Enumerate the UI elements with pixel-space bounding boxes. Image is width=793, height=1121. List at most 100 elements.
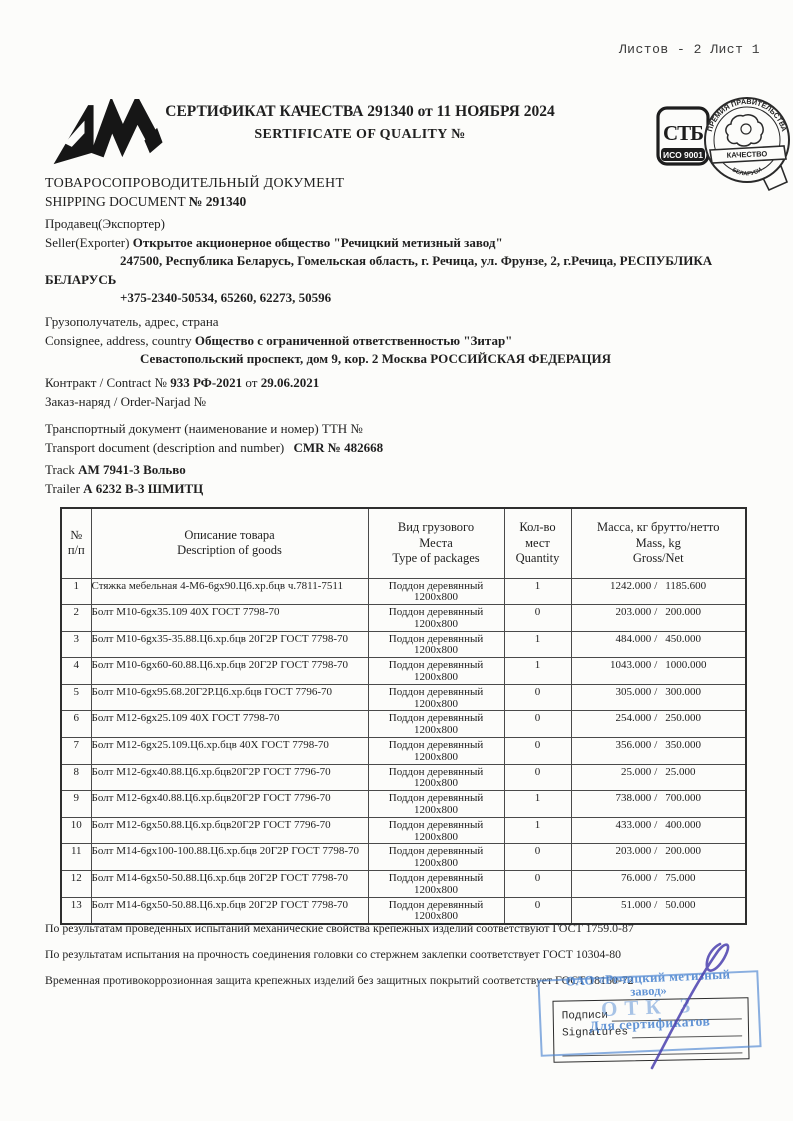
- svg-text:ИСО 9001: ИСО 9001: [663, 150, 703, 160]
- goods-description: Болт М14-6gх50-50.88.Ц6.хр.бцв 20Г2Р ГОС…: [90, 896, 369, 925]
- package-type: Поддон деревянный 1200х800: [367, 577, 505, 606]
- row-number: 11: [60, 843, 92, 872]
- package-type: Поддон деревянный 1200х800: [367, 816, 505, 845]
- transport-section: Транспортный документ (наименование и но…: [45, 420, 763, 457]
- goods-description: Болт М10-6gх95.68.20Г2Р.Ц6.хр.бцв ГОСТ 7…: [90, 683, 369, 712]
- package-type: Поддон деревянный 1200х800: [367, 896, 505, 925]
- svg-text:КАЧЕСТВО: КАЧЕСТВО: [727, 149, 768, 159]
- seller-label-ru: Продавец(Экспортер): [45, 216, 165, 231]
- quantity-value: 1: [503, 630, 572, 659]
- trailer-value: А 6232 В-3 ШМИТЦ: [83, 480, 204, 496]
- consignee-label-ru: Грузополучатель, адрес, страна: [45, 314, 219, 329]
- quantity-value: 0: [503, 763, 572, 792]
- quantity-value: 0: [503, 683, 572, 712]
- mass-value: 738.000/700.000: [570, 790, 747, 818]
- goods-description: Болт М14-6gх50-50.88.Ц6.хр.бцв 20Г2Р ГОС…: [90, 870, 369, 898]
- row-number: 5: [60, 683, 92, 712]
- row-number: 7: [60, 737, 92, 765]
- doc-type-en-label: SHIPPING DOCUMENT: [45, 194, 186, 209]
- quantity-value: 0: [503, 737, 572, 765]
- test-note-mechanical: По результатам проведенных испытаний мех…: [45, 921, 634, 935]
- row-number: 10: [60, 816, 92, 845]
- goods-description: Болт М12-6gх40.88.Ц6.хр.бцв20Г2Р ГОСТ 77…: [90, 763, 369, 792]
- table-row: 6 Болт М12-6gх25.109 40Х ГОСТ 7798-70 По…: [60, 710, 747, 739]
- doc-type-ru: ТОВАРОСОПРОВОДИТЕЛЬНЫЙ ДОКУМЕНТ: [45, 176, 345, 191]
- contract-label: Контракт / Contract №: [45, 375, 167, 390]
- package-type: Поддон деревянный 1200х800: [367, 657, 505, 685]
- goods-description: Стяжка мебельная 4-М6-6gх90.Ц6.хр.бцв ч.…: [90, 577, 369, 606]
- track-value: АМ 7941-3 Вольво: [78, 462, 186, 477]
- seller-label-en: Seller(Exporter): [45, 234, 130, 250]
- contract-line: Контракт / Contract № 933 РФ-2021 от 29.…: [45, 374, 763, 393]
- certificate-title-ru: СЕРТИФИКАТ КАЧЕСТВА 291340 от 11 НОЯБРЯ …: [165, 103, 555, 120]
- vehicle-section: Track АМ 7941-3 Вольво Trailer А 6232 В-…: [45, 461, 763, 498]
- quantity-value: 1: [503, 657, 572, 685]
- contract-number: 933 РФ-2021: [170, 375, 243, 390]
- test-note-strength: По результатам испытания на прочность со…: [45, 947, 622, 961]
- table-row: 12 Болт М14-6gх50-50.88.Ц6.хр.бцв 20Г2Р …: [60, 870, 747, 898]
- mass-value: 305.000/300.000: [570, 683, 747, 712]
- mass-value: 76.000/75.000: [570, 870, 747, 898]
- consignee-label-en: Consignee, address, country: [45, 332, 192, 348]
- col-header-package: Вид грузового Места Type of packages: [367, 507, 505, 579]
- package-type: Поддон деревянный 1200х800: [367, 843, 505, 872]
- package-type: Поддон деревянный 1200х800: [367, 630, 505, 659]
- quantity-value: 0: [503, 843, 572, 872]
- col-header-number: № п/п: [60, 507, 92, 579]
- mass-value: 51.000/50.000: [570, 896, 747, 925]
- goods-description: Болт М14-6gх100-100.88.Ц6.хр.бцв 20Г2Р Г…: [90, 843, 369, 872]
- col-header-quantity: Кол-во мест Quantity: [503, 507, 572, 579]
- table-row: 4 Болт М10-6gх60-60.88.Ц6.хр.бцв 20Г2Р Г…: [60, 657, 747, 685]
- table-row: 2 Болт М10-6gх35.109 40Х ГОСТ 7798-70 По…: [60, 604, 747, 632]
- seller-line-en: Seller(Exporter) Открытое акционерное об…: [45, 234, 763, 253]
- seller-phone: +375-2340-50534, 65260, 62273, 50596: [120, 290, 332, 306]
- col-header-mass: Масса, кг брутто/нетто Mass, kg Gross/Ne…: [570, 507, 747, 579]
- goods-table: № п/п Описание товара Description of goo…: [60, 507, 747, 926]
- mass-value: 356.000/350.000: [570, 737, 747, 765]
- goods-table-body: 1 Стяжка мебельная 4-М6-6gх90.Ц6.хр.бцв …: [60, 577, 747, 925]
- goods-description: Болт М12-6gх50.88.Ц6.хр.бцв20Г2Р ГОСТ 77…: [90, 816, 369, 845]
- doc-number: № 291340: [188, 194, 247, 209]
- consignee-address: Севастопольский проспект, дом 9, кор. 2 …: [140, 351, 612, 367]
- mass-value: 484.000/450.000: [570, 630, 747, 659]
- rmz-factory-logo-icon: [53, 99, 163, 165]
- goods-description: Болт М12-6gх25.109.Ц6.хр.бцв 40Х ГОСТ 77…: [90, 737, 369, 765]
- track-line: Track АМ 7941-3 Вольво: [45, 461, 763, 480]
- contract-section: Контракт / Contract № 933 РФ-2021 от 29.…: [45, 374, 763, 411]
- svg-text:СТБ: СТБ: [663, 121, 703, 145]
- row-number: 9: [60, 790, 92, 818]
- transport-label-en: Transport document (description and numb…: [45, 439, 285, 455]
- goods-description: Болт М10-6gх60-60.88.Ц6.хр.бцв 20Г2Р ГОС…: [90, 657, 369, 685]
- row-number: 6: [60, 710, 92, 739]
- mass-value: 203.000/200.000: [570, 604, 747, 632]
- quantity-value: 1: [503, 577, 572, 606]
- package-type: Поддон деревянный 1200х800: [367, 763, 505, 792]
- row-number: 13: [60, 896, 92, 925]
- trailer-label: Trailer: [45, 480, 80, 496]
- quantity-value: 0: [503, 710, 572, 739]
- table-row: 1 Стяжка мебельная 4-М6-6gх90.Ц6.хр.бцв …: [60, 577, 747, 606]
- package-type: Поддон деревянный 1200х800: [367, 710, 505, 739]
- transport-label-ru: Транспортный документ (наименование и но…: [45, 421, 363, 436]
- mass-value: 1242.000/1185.600: [570, 577, 747, 606]
- col-header-description: Описание товара Description of goods: [90, 507, 369, 579]
- goods-description: Болт М12-6gх25.109 40Х ГОСТ 7798-70: [90, 710, 369, 739]
- table-row: 5 Болт М10-6gх95.68.20Г2Р.Ц6.хр.бцв ГОСТ…: [60, 683, 747, 712]
- row-number: 2: [60, 604, 92, 632]
- seller-section: Продавец(Экспортер) Seller(Exporter) Отк…: [45, 215, 763, 308]
- blue-otk-stamp: ОАО «Речицкий метизный завод» ОТК 3 Для …: [537, 966, 762, 1057]
- package-type: Поддон деревянный 1200х800: [367, 604, 505, 632]
- quantity-value: 0: [503, 604, 572, 632]
- package-type: Поддон деревянный 1200х800: [367, 683, 505, 712]
- mass-value: 25.000/25.000: [570, 763, 747, 792]
- quantity-value: 0: [503, 896, 572, 925]
- stb-iso9001-badge-icon: СТБ ИСО 9001: [656, 106, 710, 166]
- goods-description: Болт М12-6gх40.88.Ц6.хр.бцв20Г2Р ГОСТ 77…: [90, 790, 369, 818]
- mass-value: 433.000/400.000: [570, 816, 747, 845]
- certificate-title-en: SERTIFICATE OF QUALITY №: [254, 127, 466, 142]
- goods-table-header-row: № п/п Описание товара Description of goo…: [60, 507, 747, 579]
- svg-text:БЕЛАРУСИ: БЕЛАРУСИ: [731, 167, 763, 177]
- seller-address-line1: 247500, Республика Беларусь, Гомельская …: [120, 253, 713, 269]
- package-type: Поддон деревянный 1200х800: [367, 870, 505, 898]
